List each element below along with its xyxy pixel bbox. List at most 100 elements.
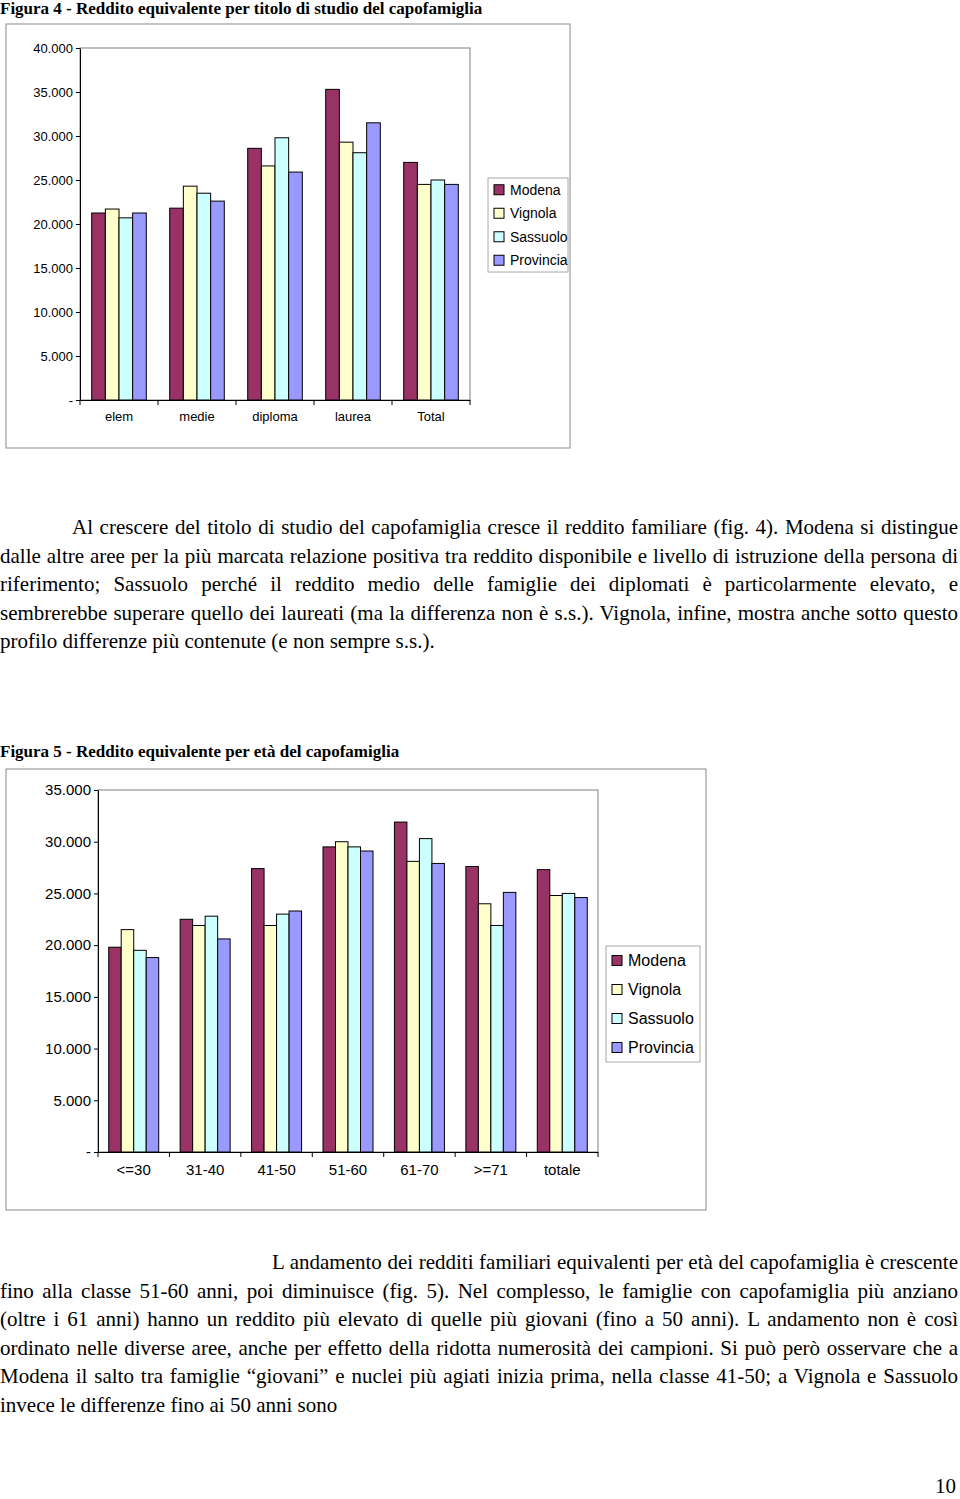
chart-frame [6, 24, 570, 448]
legend-swatch [494, 232, 504, 242]
bar [248, 148, 262, 400]
tick: 25.000 [45, 885, 98, 902]
tick-mark [76, 312, 80, 313]
bar [289, 911, 302, 1152]
axis-line [80, 49, 81, 401]
tick-mark [94, 1100, 98, 1101]
chart: Figura 4 - Reddito equivalente per titol… [0, 0, 570, 448]
legend-label: Vignola [510, 205, 557, 221]
chart-frame [6, 769, 706, 1210]
separator [98, 1152, 99, 1157]
tick-label: 10.000 [45, 1040, 91, 1057]
tick-label: 15.000 [45, 988, 91, 1005]
legend-swatch [494, 208, 504, 218]
bar [323, 847, 336, 1152]
bar [211, 201, 225, 400]
tick-label: <=30 [117, 1161, 151, 1178]
legend-swatch [494, 185, 504, 195]
tick: diploma [252, 400, 298, 424]
tick: 51-60 [329, 1152, 367, 1178]
tick-label: elem [105, 409, 133, 424]
separator [312, 1152, 313, 1157]
bar [575, 898, 588, 1152]
bar [252, 869, 264, 1152]
chart-title: Figura 4 - Reddito equivalente per titol… [0, 0, 483, 18]
tick-mark [94, 1049, 98, 1050]
tick-mark [76, 136, 80, 137]
tick-mark [94, 842, 98, 843]
legend-label: Vignola [628, 981, 681, 998]
tick-mark [94, 1152, 98, 1153]
page-canvas: Figura 4 - Reddito equivalente per titol… [0, 0, 960, 1499]
tick: 30.000 [33, 129, 80, 144]
bar [119, 218, 133, 400]
tick-label: 61-70 [400, 1161, 438, 1178]
tick-mark [76, 48, 80, 49]
legend-box [606, 946, 700, 1062]
tick-label: Total [417, 409, 445, 424]
separator [80, 400, 81, 405]
tick-mark [94, 997, 98, 998]
bar [277, 914, 290, 1152]
legend-label: Modena [628, 952, 686, 969]
bar [353, 153, 367, 400]
category-separators [80, 400, 470, 405]
x-axis: elemmediediplomalaureaTotal [81, 400, 471, 424]
tick-mark [76, 224, 80, 225]
bar [404, 162, 418, 400]
tick-label: diploma [252, 409, 298, 424]
bar [289, 172, 303, 400]
tick-label: - [69, 393, 73, 408]
bar [261, 166, 275, 400]
bar [264, 925, 277, 1152]
bar [326, 89, 340, 400]
bar [478, 904, 491, 1152]
x-axis: <=3031-4041-5051-6061-70>=71totale [99, 1152, 599, 1178]
tick: 5.000 [40, 349, 80, 364]
legend: ModenaVignolaSassuoloProvincia [606, 946, 700, 1062]
tick: 15.000 [33, 261, 80, 276]
bar [417, 184, 431, 400]
paragraph: L andamento dei redditi familiari equiva… [0, 1248, 958, 1420]
tick-label: 25.000 [33, 173, 73, 188]
tick-label: 15.000 [33, 261, 73, 276]
legend: ModenaVignolaSassuoloProvincia [488, 178, 568, 272]
tick-label: 5.000 [40, 349, 73, 364]
chart: Figura 5 - Reddito equivalente per età d… [0, 742, 706, 1210]
tick-label: 10.000 [33, 305, 73, 320]
tick: totale [544, 1152, 581, 1178]
y-axis: -5.00010.00015.00020.00025.00030.00035.0… [33, 41, 80, 408]
separator [470, 400, 471, 405]
separator [169, 1152, 170, 1157]
tick: 10.000 [33, 305, 80, 320]
bars [92, 89, 459, 400]
bar [121, 930, 134, 1152]
tick: - [86, 1143, 98, 1160]
tick: 15.000 [45, 988, 98, 1005]
legend-swatch [612, 1014, 622, 1024]
tick-label: >=71 [474, 1161, 508, 1178]
separator [236, 400, 237, 405]
legend-label: Provincia [510, 252, 568, 268]
tick: medie [179, 400, 214, 424]
tick-label: 30.000 [45, 833, 91, 850]
tick-label: 20.000 [33, 217, 73, 232]
bar [537, 870, 550, 1152]
y-axis: -5.00010.00015.00020.00025.00030.00035.0… [45, 781, 98, 1160]
bar [348, 847, 361, 1152]
bar [550, 895, 563, 1152]
bar [109, 947, 122, 1152]
tick: elem [105, 400, 133, 424]
tick: 40.000 [33, 41, 80, 56]
tick-mark [76, 180, 80, 181]
tick-mark [76, 400, 80, 401]
legend-label: Modena [510, 182, 561, 198]
tick: <=30 [117, 1152, 151, 1178]
bar [146, 958, 159, 1152]
tick-label: 30.000 [33, 129, 73, 144]
legend-label: Provincia [628, 1039, 694, 1056]
bar [419, 839, 432, 1152]
tick: 25.000 [33, 173, 80, 188]
bar [445, 184, 459, 400]
bar [180, 919, 193, 1152]
